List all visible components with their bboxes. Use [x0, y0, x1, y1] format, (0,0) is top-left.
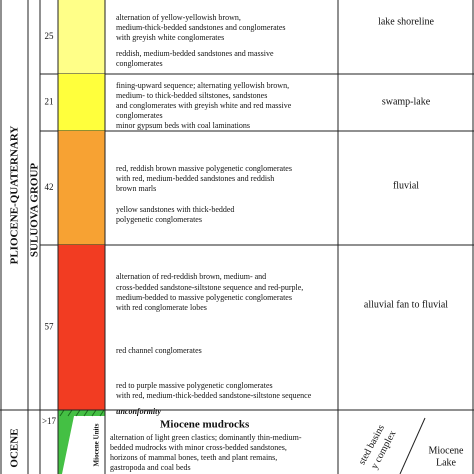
miocene-green [58, 410, 105, 416]
environment: alluvial fan to fluvial [364, 299, 448, 310]
description-line: cross-bedded sandstone-siltstone sequenc… [116, 283, 303, 292]
contact: unconformity [116, 407, 161, 416]
description-line: alternation of yellow-yellowish brown, [116, 13, 241, 22]
description-line: with red, medium-bedded sandstones and r… [116, 174, 274, 183]
lithology-fill [58, 74, 105, 131]
description-line: alternation of light green clastics; dom… [110, 433, 302, 442]
miocene-title: Miocene mudrocks [160, 419, 250, 431]
description-line: with greyish white conglomerates [116, 33, 224, 42]
env-split [399, 417, 426, 474]
description-line: polygenetic conglomerates [116, 215, 202, 224]
hatch [83, 409, 89, 417]
lithology-fill [58, 0, 105, 74]
description-line: bedded mudrocks with minor cross-bedded … [110, 443, 287, 452]
lithology-fill [58, 131, 105, 245]
description-line: conglomerates [116, 59, 163, 68]
thickness: 25 [45, 31, 55, 41]
description-line: alternation of red-reddish brown, medium… [116, 272, 266, 281]
lower-period-label: OCENE [9, 428, 21, 467]
environment: fluvial [393, 180, 419, 191]
hatch [75, 409, 81, 417]
hatch [99, 409, 105, 417]
environment: Lake [436, 457, 457, 468]
miocene-unit-label: Miocene Units [93, 423, 101, 466]
description-line: red to purple massive polygenetic conglo… [116, 381, 273, 390]
environment: swamp-lake [382, 96, 431, 107]
description-line: horizons of mammal bones, teeth and plan… [110, 453, 277, 462]
miocene-thickness: >17 [42, 416, 57, 426]
group-label: SULUOVA GROUP [29, 163, 41, 258]
description-line: and conglomerates with greyish white and… [116, 101, 292, 110]
description-line: medium-bedded to massive polygenetic con… [116, 293, 292, 302]
thickness: 21 [45, 97, 54, 107]
description-line: conglomerates [116, 111, 163, 120]
period-label: PLIOCENE-QUATERNARY [9, 126, 21, 265]
thickness: 42 [45, 182, 54, 192]
description-line: minor gypsum beds with coal laminations [116, 121, 250, 130]
environment: lake shoreline [378, 16, 434, 27]
hatch [59, 409, 65, 417]
description-line: red channel conglomerates [116, 346, 202, 355]
environment: Miocene [429, 445, 465, 456]
description-line: brown marls [116, 184, 156, 193]
description-line: medium- to thick-bedded siltstones, sand… [116, 91, 267, 100]
description-line: red, reddish brown massive polygenetic c… [116, 164, 292, 173]
description-line: reddish, medium-bedded sandstones and ma… [116, 49, 274, 58]
hatch [67, 409, 73, 417]
description-line: fining-upward sequence; alternating yell… [116, 81, 289, 90]
miocene-wedge [58, 416, 74, 474]
thickness: 57 [45, 322, 55, 332]
hatch [91, 409, 97, 417]
description-line: yellow sandstones with thick-bedded [116, 205, 234, 214]
description-line: gastropoda and coal beds [110, 463, 191, 472]
description-line: with red conglomerate lobes [116, 303, 207, 312]
description-line: medium-thick-bedded sandstones and congl… [116, 23, 286, 32]
description-line: with red, medium-thick-bedded sandstone-… [116, 391, 312, 400]
lithology-fill [58, 245, 105, 410]
